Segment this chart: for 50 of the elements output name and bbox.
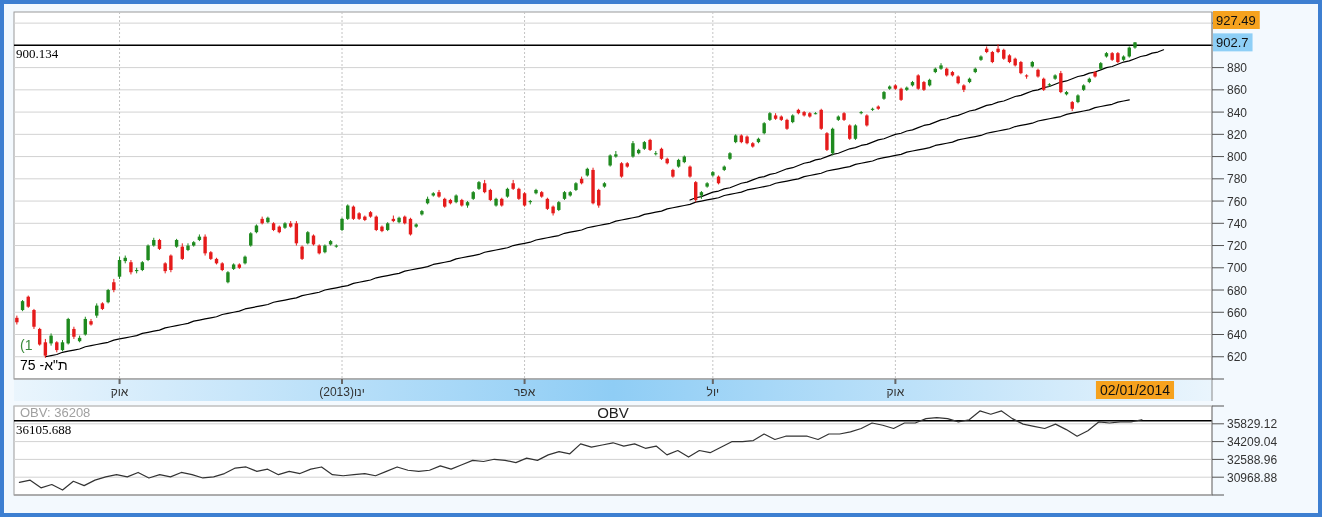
x-tick-label: אוק — [110, 385, 129, 399]
y-tick-label: 740 — [1227, 216, 1248, 231]
line-series — [689, 49, 1165, 201]
candlestick — [186, 242, 190, 252]
y-tick-label: 820 — [1227, 127, 1248, 142]
y-tick-label: 30968.88 — [1227, 470, 1278, 485]
y-tick-label: 720 — [1227, 239, 1248, 254]
ref-line-label: 900.134 — [16, 46, 59, 62]
y-tick-label: 660 — [1227, 305, 1248, 320]
ref-line-label: 36105.688 — [16, 421, 72, 437]
candlestick — [32, 308, 36, 330]
candlestick — [825, 131, 829, 152]
candlestick — [83, 316, 88, 337]
chart-title: OBV — [597, 404, 629, 421]
y-tick-label: 840 — [1227, 105, 1248, 120]
x-tick-label: (2013)ינו — [319, 385, 365, 399]
y-tick-label: 860 — [1227, 83, 1248, 98]
text: 927.49 — [1216, 13, 1256, 28]
candlestick — [15, 315, 19, 326]
y-tick-label: 34209.04 — [1227, 435, 1278, 450]
candlestick — [1059, 70, 1063, 94]
y-tick-label: 640 — [1227, 328, 1248, 343]
y-tick-label: 35829.12 — [1227, 417, 1278, 432]
line-series — [44, 99, 1130, 358]
candlestick — [203, 233, 207, 257]
y-tick-label: 700 — [1227, 261, 1248, 276]
candlestick — [43, 338, 48, 359]
annotation: OBV: 36208 — [20, 405, 91, 420]
y-tick-label: 880 — [1227, 61, 1248, 76]
x-tick-label: אפר — [513, 385, 536, 399]
candlestick — [49, 332, 53, 347]
candlestick — [614, 150, 618, 159]
candlestick — [802, 110, 806, 118]
annotation: (1 — [20, 337, 33, 353]
text: 02/01/2014 — [1099, 382, 1171, 398]
y-tick-label: 780 — [1227, 172, 1248, 187]
y-tick-label: 760 — [1227, 194, 1248, 209]
y-tick-label: 620 — [1227, 350, 1248, 365]
annotation: ת"א- 75 — [20, 357, 68, 373]
candlestick — [420, 209, 424, 217]
x-tick-label: יול — [706, 385, 720, 399]
y-tick-label: 32588.96 — [1227, 452, 1278, 467]
candlestick — [694, 180, 698, 203]
text: 902.7 — [1216, 35, 1249, 51]
y-tick-label: 800 — [1227, 150, 1248, 165]
candlestick — [996, 43, 1000, 54]
line-series — [18, 410, 1143, 491]
candlestick — [597, 188, 601, 209]
x-tick-label: אוק — [886, 385, 905, 399]
y-tick-label: 680 — [1227, 283, 1248, 298]
